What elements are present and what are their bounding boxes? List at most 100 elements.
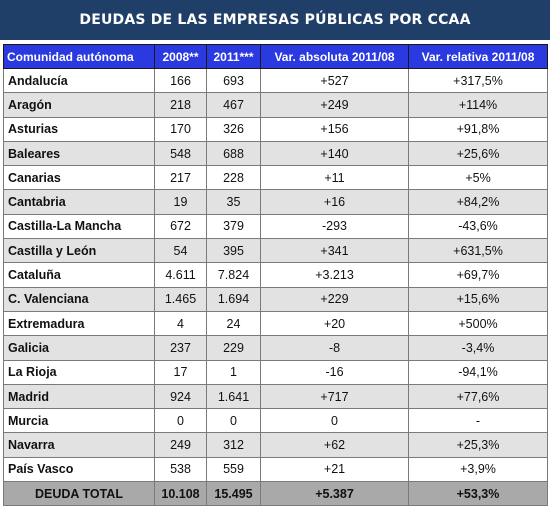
- value-2011: 1.694: [206, 286, 261, 312]
- table-row: Aragón 218 467 +249 +114%: [3, 92, 548, 118]
- region-name: Aragón: [3, 92, 155, 118]
- region-name: Castilla y León: [3, 238, 155, 264]
- table-body: Andalucía 166 693 +527 +317,5% Aragón 218 467 +2…: [3, 67, 548, 483]
- value-2011: 0: [206, 408, 261, 434]
- debt-table: Comunidad autónoma 2008** 2011*** Var. a…: [3, 44, 548, 506]
- value-2011: 228: [206, 165, 261, 191]
- table-row: Castilla y León 54 395 +341 +631,5%: [3, 238, 548, 264]
- total-row: DEUDA TOTAL 10.108 15.495 +5.387 +53,3%: [3, 481, 548, 506]
- region-name: País Vasco: [3, 456, 155, 483]
- value-2008: 237: [154, 335, 207, 361]
- value-2008: 19: [154, 189, 207, 215]
- absolute-change: +11: [260, 165, 409, 191]
- absolute-change: +21: [260, 456, 409, 483]
- table-row: Castilla-La Mancha 672 379 -293 -43,6%: [3, 213, 548, 240]
- column-header-absolute-change: Var. absoluta 2011/08: [260, 44, 409, 69]
- value-2008: 4: [154, 310, 207, 337]
- column-header-2008: 2008**: [154, 44, 207, 69]
- value-2011: 395: [206, 238, 261, 264]
- debt-table-container: Comunidad autónoma 2008** 2011*** Var. a…: [3, 44, 548, 506]
- table-row: La Rioja 17 1 -16 -94,1%: [3, 359, 548, 385]
- value-2008: 249: [154, 432, 207, 458]
- table-row: Cataluña 4.611 7.824 +3.213 +69,7%: [3, 262, 548, 288]
- relative-change: +77,6%: [408, 383, 548, 410]
- table-row: Navarra 249 312 +62 +25,3%: [3, 432, 548, 458]
- region-name: C. Valenciana: [3, 286, 155, 312]
- absolute-change: +62: [260, 432, 409, 458]
- absolute-change: +16: [260, 189, 409, 215]
- value-2011: 24: [206, 310, 261, 337]
- absolute-change: +3.213: [260, 262, 409, 288]
- absolute-change: +341: [260, 238, 409, 264]
- total-2008: 10.108: [154, 481, 207, 506]
- region-name: Madrid: [3, 383, 155, 410]
- absolute-change: 0: [260, 408, 409, 434]
- value-2011: 688: [206, 140, 261, 167]
- value-2008: 170: [154, 116, 207, 142]
- value-2008: 672: [154, 213, 207, 240]
- table-title: DEUDAS DE LAS EMPRESAS PÚBLICAS POR CCAA: [0, 0, 550, 40]
- region-name: Asturias: [3, 116, 155, 142]
- relative-change: +69,7%: [408, 262, 548, 288]
- value-2008: 166: [154, 67, 207, 94]
- value-2011: 35: [206, 189, 261, 215]
- region-name: Canarias: [3, 165, 155, 191]
- table-row: Extremadura 4 24 +20 +500%: [3, 310, 548, 337]
- value-2011: 1.641: [206, 383, 261, 410]
- value-2008: 0: [154, 408, 207, 434]
- absolute-change: +156: [260, 116, 409, 142]
- relative-change: +25,6%: [408, 140, 548, 167]
- table-row: País Vasco 538 559 +21 +3,9%: [3, 456, 548, 483]
- relative-change: +500%: [408, 310, 548, 337]
- relative-change: +3,9%: [408, 456, 548, 483]
- table-row: Madrid 924 1.641 +717 +77,6%: [3, 383, 548, 410]
- value-2008: 218: [154, 92, 207, 118]
- relative-change: +25,3%: [408, 432, 548, 458]
- table-row: Murcia 0 0 0-: [3, 408, 548, 434]
- absolute-change: +229: [260, 286, 409, 312]
- absolute-change: +717: [260, 383, 409, 410]
- relative-change: -43,6%: [408, 213, 548, 240]
- relative-change: -: [408, 408, 548, 434]
- total-label: DEUDA TOTAL: [3, 481, 155, 506]
- value-2008: 1.465: [154, 286, 207, 312]
- region-name: Murcia: [3, 408, 155, 434]
- value-2011: 693: [206, 67, 261, 94]
- table-row: Andalucía 166 693 +527 +317,5%: [3, 67, 548, 94]
- absolute-change: +140: [260, 140, 409, 167]
- total-2011: 15.495: [206, 481, 261, 506]
- value-2011: 559: [206, 456, 261, 483]
- value-2008: 538: [154, 456, 207, 483]
- value-2008: 17: [154, 359, 207, 385]
- relative-change: +631,5%: [408, 238, 548, 264]
- value-2011: 7.824: [206, 262, 261, 288]
- relative-change: +84,2%: [408, 189, 548, 215]
- value-2011: 312: [206, 432, 261, 458]
- table-row: Baleares 548 688 +140 +25,6%: [3, 140, 548, 167]
- column-header-2011: 2011***: [206, 44, 261, 69]
- absolute-change: -8: [260, 335, 409, 361]
- total-absolute-change: +5.387: [260, 481, 409, 506]
- absolute-change: +527: [260, 67, 409, 94]
- region-name: Castilla-La Mancha: [3, 213, 155, 240]
- absolute-change: -293: [260, 213, 409, 240]
- relative-change: +114%: [408, 92, 548, 118]
- value-2011: 229: [206, 335, 261, 361]
- value-2008: 54: [154, 238, 207, 264]
- relative-change: +317,5%: [408, 67, 548, 94]
- table-row: Canarias 217 228 +11 +5%: [3, 165, 548, 191]
- absolute-change: -16: [260, 359, 409, 385]
- total-relative-change: +53,3%: [408, 481, 548, 506]
- table-row: C. Valenciana 1.465 1.694 +229 +15,6%: [3, 286, 548, 312]
- region-name: Cantabria: [3, 189, 155, 215]
- table-row: Galicia 237 229 -8 -3,4%: [3, 335, 548, 361]
- relative-change: +15,6%: [408, 286, 548, 312]
- absolute-change: +249: [260, 92, 409, 118]
- value-2011: 379: [206, 213, 261, 240]
- table-row: Asturias 170 326 +156 +91,8%: [3, 116, 548, 142]
- relative-change: +5%: [408, 165, 548, 191]
- value-2008: 548: [154, 140, 207, 167]
- region-name: La Rioja: [3, 359, 155, 385]
- value-2011: 467: [206, 92, 261, 118]
- region-name: Navarra: [3, 432, 155, 458]
